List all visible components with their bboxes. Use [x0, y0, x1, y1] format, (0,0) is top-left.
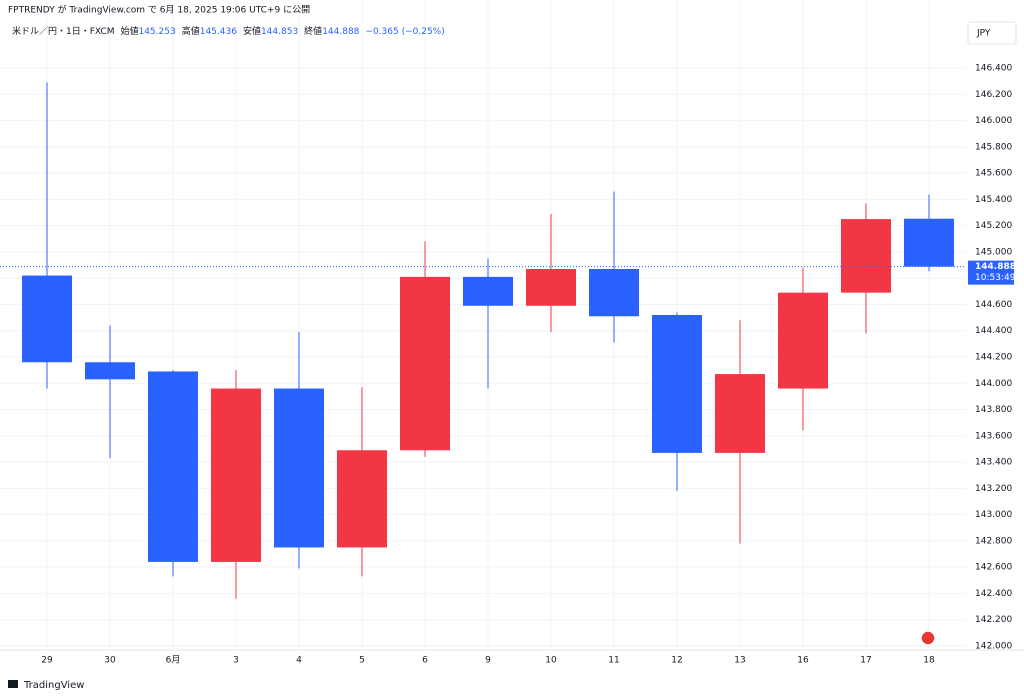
candle-body: [274, 388, 324, 548]
x-tick-label: 11: [608, 656, 619, 666]
x-tick-label: 6月: [166, 655, 181, 666]
y-tick-label: 142.200: [975, 615, 1012, 625]
x-tick-label: 3: [233, 656, 239, 666]
y-tick-label: 143.400: [975, 458, 1012, 468]
last-price-box: [968, 260, 1014, 285]
y-tick-label: 143.800: [975, 405, 1012, 415]
x-tick-label: 29: [41, 656, 53, 666]
y-tick-label: 144.400: [975, 326, 1012, 336]
y-tick-label: 142.400: [975, 589, 1012, 599]
x-tick-label: 4: [296, 656, 302, 666]
currency: JPY: [976, 29, 991, 39]
change: −0.365 (−0.25%): [365, 27, 444, 37]
candle-body: [85, 362, 135, 380]
flag-icon[interactable]: [920, 630, 936, 646]
candle-body: [778, 292, 828, 389]
footer: TradingView: [23, 680, 84, 691]
subtitle: FPTRENDY が TradingView.com で 6月 18, 2025…: [8, 4, 310, 16]
x-tick-label: 30: [104, 656, 116, 666]
legend-value: 145.253: [138, 27, 175, 37]
x-tick-label: 10: [545, 656, 557, 666]
y-tick-label: 145.200: [975, 221, 1012, 231]
legend-label: 高値: [182, 25, 200, 37]
x-tick-label: 16: [797, 656, 809, 666]
last-price-label: 144.888: [975, 262, 1016, 272]
x-tick-label: 9: [485, 656, 491, 666]
candle-body: [337, 450, 387, 548]
y-tick-label: 143.600: [975, 431, 1012, 441]
candle-body: [715, 374, 765, 453]
legend-label: 終値: [304, 25, 322, 37]
candle-body: [400, 276, 450, 451]
y-tick-label: 144.200: [975, 353, 1012, 363]
symbol: 米ドル／円・1日・FXCM: [12, 25, 114, 37]
y-tick-label: 145.800: [975, 142, 1012, 152]
x-tick-label: 6: [422, 656, 428, 666]
y-tick-label: 145.000: [975, 247, 1012, 257]
countdown: 10:53:49: [975, 273, 1016, 283]
candle-body: [589, 269, 639, 317]
legend: 米ドル／円・1日・FXCM 始値145.253 高値145.436 安値144.853…: [12, 25, 445, 37]
candle-body: [22, 275, 72, 363]
y-tick-label: 143.000: [975, 510, 1012, 520]
y-tick-label: 144.000: [975, 379, 1012, 389]
x-tick-label: 17: [860, 656, 871, 666]
y-tick-label: 142.000: [975, 641, 1012, 651]
x-tick-label: 13: [734, 656, 745, 666]
x-tick-label: 18: [923, 656, 935, 666]
y-tick-label: 146.200: [975, 90, 1012, 100]
candle-body: [463, 276, 513, 306]
candle-body: [841, 219, 891, 293]
x-tick-label: 5: [359, 656, 365, 666]
candle-body: [148, 371, 198, 562]
y-tick-label: 145.600: [975, 169, 1012, 179]
y-tick-label: 146.000: [975, 116, 1012, 126]
candle-body: [652, 314, 702, 453]
plot: 142.000 142.200 142.400 142.600 142.800 143.0…: [0, 0, 1016, 666]
legend-value: 144.888: [322, 27, 359, 37]
y-tick-label: 143.200: [975, 484, 1012, 494]
y-tick-label: 146.400: [975, 64, 1012, 74]
candle-body: [904, 218, 954, 267]
y-tick-label: 142.600: [975, 563, 1012, 573]
y-tick-label: 144.600: [975, 300, 1012, 310]
footer-logo: [8, 680, 18, 688]
currency-box[interactable]: [967, 21, 1017, 45]
candle-body: [526, 269, 576, 306]
y-tick-label: 145.400: [975, 195, 1012, 205]
legend-value: 145.436: [200, 27, 237, 37]
candle-body: [211, 388, 261, 562]
legend-value: 144.853: [261, 27, 298, 37]
legend-label: 安値: [243, 25, 261, 37]
x-tick-label: 12: [671, 656, 682, 666]
y-tick-label: 142.800: [975, 536, 1012, 546]
legend-label: 始値: [120, 25, 138, 37]
